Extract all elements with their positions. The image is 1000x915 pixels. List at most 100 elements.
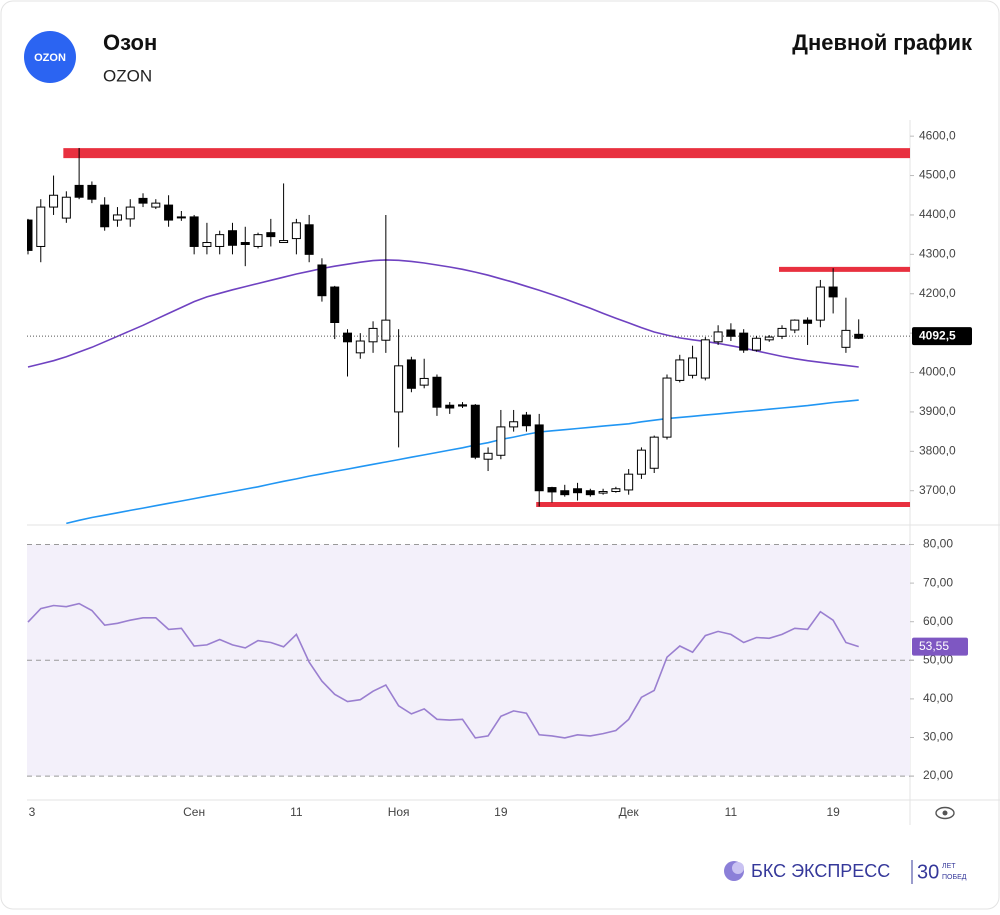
logo-text: OZON [34, 52, 66, 64]
visibility-icon[interactable] [935, 806, 955, 820]
chart-kind: Дневной график [792, 30, 973, 55]
x-tick-label: 3 [29, 805, 36, 819]
y-tick-label: 3800,0 [919, 443, 956, 457]
candle-body [202, 242, 212, 247]
candle-body [509, 421, 519, 428]
candle-body [828, 286, 838, 298]
candle-body [368, 327, 378, 343]
logo [24, 31, 76, 83]
candle-body [803, 319, 813, 324]
y-tick-label: 20,00 [923, 768, 953, 782]
candle-body [496, 426, 506, 456]
candle-body [713, 331, 723, 343]
last-price-label: 4092,5 [919, 328, 956, 342]
candle-body [406, 359, 416, 389]
rsi-pane: 20,00 30,00 40,00 50,00 60,00 70,00 80,00 3 Сен 1… [27, 537, 968, 819]
last-value-label: 53,55 [919, 639, 949, 653]
last-price-tag [912, 327, 972, 346]
y-tick-label: 50,00 [923, 652, 953, 666]
candle-body [790, 319, 800, 331]
rsi-line [27, 602, 859, 739]
candle-body [240, 242, 250, 245]
title: Озон [103, 30, 157, 55]
candle-body [534, 424, 544, 492]
candle-body [125, 206, 135, 220]
x-tick-label: Сен [183, 805, 205, 819]
y-tick-label: 40,00 [923, 691, 953, 705]
candle-body [112, 214, 122, 221]
x-tick-label: 11 [725, 805, 738, 819]
x-tick-label: Ноя [388, 805, 410, 819]
y-tick-label: 4000,0 [919, 365, 956, 379]
y-tick-label: 4200,0 [919, 286, 956, 300]
anniversary: 30 [917, 861, 939, 883]
candle-body [61, 196, 71, 219]
candle-body [649, 436, 659, 469]
y-tick-label: 60,00 [923, 614, 953, 628]
candle-body [253, 234, 263, 247]
candle-body [751, 337, 761, 351]
x-tick-label: 19 [826, 805, 840, 819]
candle-body [394, 365, 404, 413]
y-tick-label: 80,00 [923, 537, 953, 551]
candle-body [215, 234, 225, 247]
candle-body [700, 339, 710, 379]
candle-body [675, 359, 685, 381]
last-value-tag [912, 637, 968, 656]
candle-body [611, 488, 621, 493]
candle-body [49, 194, 59, 208]
candle-body [458, 404, 468, 407]
candle-body [573, 488, 583, 494]
candle-body [598, 491, 608, 494]
moving-average [66, 399, 859, 525]
candle-body [227, 230, 237, 246]
candle-body [138, 197, 148, 204]
candle-body [36, 206, 46, 247]
candle-body [176, 216, 186, 219]
candle-body [854, 333, 864, 339]
candle-body [317, 264, 327, 297]
candle-body [764, 336, 774, 341]
candle-body [419, 377, 429, 386]
candle-body [279, 240, 289, 244]
candle-body [726, 329, 736, 337]
x-tick-label: 19 [494, 805, 508, 819]
price-pane: 3700,03800,03900,04000,04100,04200,04300… [27, 128, 972, 525]
candle-body [739, 332, 749, 351]
y-tick-label: 3900,0 [919, 404, 956, 418]
candle-body [304, 224, 314, 255]
candle-body [27, 219, 33, 251]
y-tick-label: 70,00 [923, 575, 953, 589]
candle-body [291, 222, 301, 240]
candle-body [432, 376, 442, 408]
candle-body [355, 340, 365, 354]
candle-body [624, 473, 634, 491]
y-tick-label: 4400,0 [919, 207, 956, 221]
anniversary-top: ЛЕТ [942, 863, 956, 870]
y-tick-label: 4500,0 [919, 168, 956, 182]
brand-logo [724, 861, 744, 881]
candle-body [841, 329, 851, 348]
anniversary-bottom: ПОБЕД [942, 874, 967, 881]
candle-body [483, 452, 493, 460]
candle-body [815, 286, 825, 321]
candle-body [343, 332, 352, 343]
candle-body [164, 204, 174, 221]
candle-body [151, 202, 161, 208]
candle-body [87, 184, 97, 200]
moving-average [27, 259, 859, 368]
candle-body [547, 487, 557, 493]
candle-body [266, 232, 276, 238]
candle-body [445, 404, 455, 409]
candle-body [688, 357, 698, 376]
candle-body [560, 490, 570, 496]
candle-body [470, 404, 480, 458]
candle-body [521, 414, 531, 427]
candle-body [662, 377, 672, 438]
y-tick-label: 4300,0 [919, 247, 956, 261]
candle-body [381, 319, 391, 341]
candle-body [585, 490, 595, 496]
x-tick-label: Дек [619, 805, 640, 819]
y-tick-label: 4600,0 [919, 128, 956, 142]
